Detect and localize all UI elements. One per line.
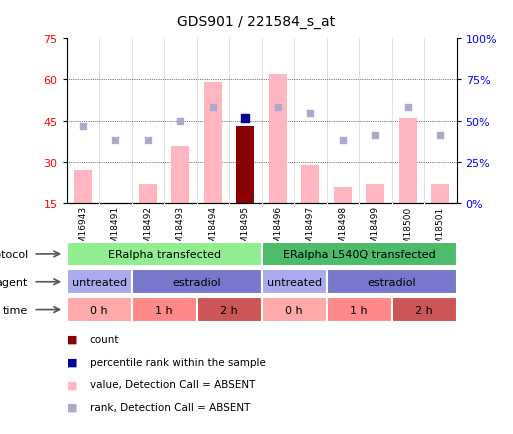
- Bar: [269, 75, 287, 204]
- Text: GSM18497: GSM18497: [306, 206, 315, 255]
- Text: untreated: untreated: [72, 277, 127, 287]
- Point: [306, 110, 314, 117]
- Point: [111, 137, 120, 144]
- Point: [436, 132, 444, 139]
- Bar: [74, 171, 92, 204]
- Text: GSM16943: GSM16943: [78, 206, 87, 255]
- Bar: [67, 242, 262, 267]
- Bar: [334, 187, 352, 204]
- Text: ■: ■: [67, 379, 77, 389]
- Bar: [236, 127, 254, 204]
- Text: 2 h: 2 h: [220, 305, 238, 315]
- Bar: [327, 297, 391, 322]
- Point: [144, 137, 152, 144]
- Point: [241, 115, 249, 122]
- Bar: [196, 297, 262, 322]
- Bar: [327, 270, 457, 295]
- Bar: [262, 297, 327, 322]
- Bar: [171, 146, 189, 204]
- Text: ■: ■: [67, 357, 77, 367]
- Bar: [262, 270, 327, 295]
- Bar: [132, 297, 196, 322]
- Text: ■: ■: [67, 334, 77, 344]
- Text: count: count: [90, 334, 120, 344]
- Text: GSM18500: GSM18500: [403, 206, 412, 255]
- Text: percentile rank within the sample: percentile rank within the sample: [90, 357, 266, 367]
- Point: [404, 104, 412, 111]
- Text: time: time: [3, 305, 28, 315]
- Bar: [132, 270, 262, 295]
- Text: estradiol: estradiol: [172, 277, 221, 287]
- Bar: [139, 185, 157, 204]
- Text: 2 h: 2 h: [415, 305, 433, 315]
- Text: 1 h: 1 h: [155, 305, 173, 315]
- Text: GSM18496: GSM18496: [273, 206, 282, 255]
- Bar: [366, 185, 384, 204]
- Point: [176, 118, 185, 125]
- Text: 0 h: 0 h: [90, 305, 108, 315]
- Text: 0 h: 0 h: [285, 305, 303, 315]
- Text: GDS901 / 221584_s_at: GDS901 / 221584_s_at: [177, 15, 336, 29]
- Bar: [391, 297, 457, 322]
- Text: GSM18492: GSM18492: [144, 206, 152, 255]
- Text: GSM18491: GSM18491: [111, 206, 120, 255]
- Bar: [431, 185, 449, 204]
- Bar: [399, 119, 417, 204]
- Text: GSM18495: GSM18495: [241, 206, 250, 255]
- Text: rank, Detection Call = ABSENT: rank, Detection Call = ABSENT: [90, 402, 250, 412]
- Bar: [302, 165, 319, 204]
- Text: GSM18501: GSM18501: [436, 206, 445, 255]
- Text: agent: agent: [0, 277, 28, 287]
- Text: GSM18498: GSM18498: [339, 206, 347, 255]
- Bar: [204, 83, 222, 204]
- Bar: [67, 297, 132, 322]
- Bar: [262, 242, 457, 267]
- Point: [371, 132, 380, 139]
- Text: value, Detection Call = ABSENT: value, Detection Call = ABSENT: [90, 379, 255, 389]
- Bar: [67, 270, 132, 295]
- Text: untreated: untreated: [267, 277, 322, 287]
- Text: estradiol: estradiol: [367, 277, 416, 287]
- Text: GSM18494: GSM18494: [208, 206, 218, 255]
- Point: [339, 137, 347, 144]
- Point: [274, 104, 282, 111]
- Text: GSM18493: GSM18493: [176, 206, 185, 255]
- Text: 1 h: 1 h: [350, 305, 368, 315]
- Point: [79, 124, 87, 131]
- Point: [209, 104, 217, 111]
- Text: ERalpha L540Q transfected: ERalpha L540Q transfected: [283, 250, 436, 259]
- Text: protocol: protocol: [0, 250, 28, 259]
- Text: ERalpha transfected: ERalpha transfected: [108, 250, 221, 259]
- Text: GSM18499: GSM18499: [371, 206, 380, 255]
- Text: ■: ■: [67, 402, 77, 412]
